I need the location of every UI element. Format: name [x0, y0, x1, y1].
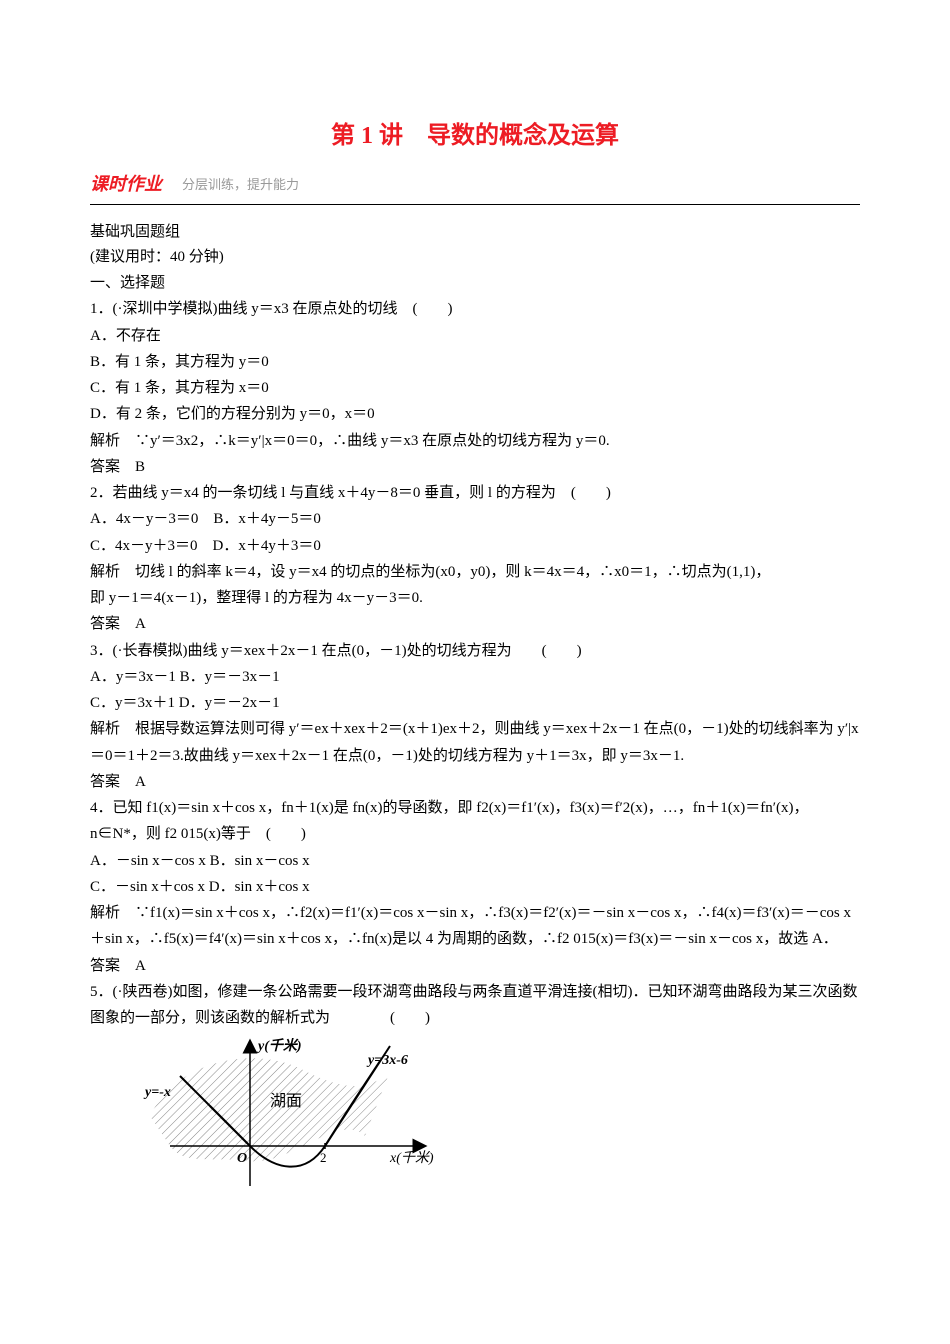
q1-opt-d: D．有 2 条，它们的方程分别为 y＝0，x＝0 [90, 401, 860, 427]
q4-stem: 4．已知 f1(x)＝sin x＋cos x，fn＋1(x)是 fn(x)的导函… [90, 795, 860, 848]
q3-opt-ab: A．y＝3x－1 B．y＝－3x－1 [90, 664, 860, 690]
q2-answer: 答案 A [90, 611, 860, 637]
q1-opt-b: B．有 1 条，其方程为 y＝0 [90, 349, 860, 375]
origin-label: O [237, 1151, 247, 1166]
x-axis-label: x(千米) [389, 1150, 434, 1166]
q3-opt-cd: C．y＝3x＋1 D．y＝－2x－1 [90, 690, 860, 716]
q2-explanation-1: 解析 切线 l 的斜率 k＝4，设 y＝x4 的切点的坐标为(x0，y0)，则 … [90, 559, 860, 585]
left-line-label: y=-x [143, 1085, 171, 1100]
q1-explanation: 解析 ∵y′＝3x2，∴k＝y′|x＝0＝0，∴曲线 y＝x3 在原点处的切线方… [90, 428, 860, 454]
q4-opt-ab: A．－sin x－cos x B．sin x－cos x [90, 848, 860, 874]
q2-stem: 2．若曲线 y＝x4 的一条切线 l 与直线 x＋4y－8＝0 垂直，则 l 的… [90, 480, 860, 506]
tick-2-label: 2 [320, 1150, 327, 1165]
q4-answer: 答案 A [90, 953, 860, 979]
lake-diagram-svg: y(千米) x(千米) O 2 y=-x y=3x-6 湖面 [90, 1036, 450, 1196]
q5-diagram: y(千米) x(千米) O 2 y=-x y=3x-6 湖面 [90, 1036, 860, 1201]
q3-stem: 3．(·长春模拟)曲线 y＝xex＋2x－1 在点(0，－1)处的切线方程为 (… [90, 638, 860, 664]
page-title: 第 1 讲 导数的概念及运算 [90, 115, 860, 150]
q2-opt-ab: A．4x－y－3＝0 B．x＋4y－5＝0 [90, 506, 860, 532]
divider [90, 204, 860, 205]
subtitle-row: 课时作业 分层训练，提升能力 [90, 170, 860, 196]
subtitle-main: 课时作业 [90, 170, 162, 196]
subtitle-note: 分层训练，提升能力 [182, 174, 299, 193]
q2-opt-cd: C．4x－y＋3＝0 D．x＋4y＋3＝0 [90, 533, 860, 559]
q1-stem: 1．(·深圳中学模拟)曲线 y＝x3 在原点处的切线 ( ) [90, 296, 860, 322]
q1-opt-c: C．有 1 条，其方程为 x＝0 [90, 375, 860, 401]
right-line-label: y=3x-6 [366, 1053, 408, 1068]
q1-opt-a: A．不存在 [90, 323, 860, 349]
q1-answer: 答案 B [90, 454, 860, 480]
q2-explanation-2: 即 y－1＝4(x－1)，整理得 l 的方程为 4x－y－3＝0. [90, 585, 860, 611]
section-header: 基础巩固题组 [90, 220, 860, 241]
q4-explanation: 解析 ∵f1(x)＝sin x＋cos x，∴f2(x)＝f1′(x)＝cos … [90, 900, 860, 953]
q5-stem: 5．(·陕西卷)如图，修建一条公路需要一段环湖弯曲路段与两条直道平滑连接(相切)… [90, 979, 860, 1032]
y-axis-label: y(千米) [256, 1037, 302, 1054]
q4-opt-cd: C．－sin x＋cos x D．sin x＋cos x [90, 874, 860, 900]
timing-note: (建议用时：40 分钟) [90, 245, 860, 266]
q3-explanation: 解析 根据导数运算法则可得 y′＝ex＋xex＋2＝(x＋1)ex＋2，则曲线 … [90, 716, 860, 769]
q3-answer: 答案 A [90, 769, 860, 795]
lake-label: 湖面 [270, 1092, 302, 1110]
part-a-heading: 一、选择题 [90, 270, 860, 296]
